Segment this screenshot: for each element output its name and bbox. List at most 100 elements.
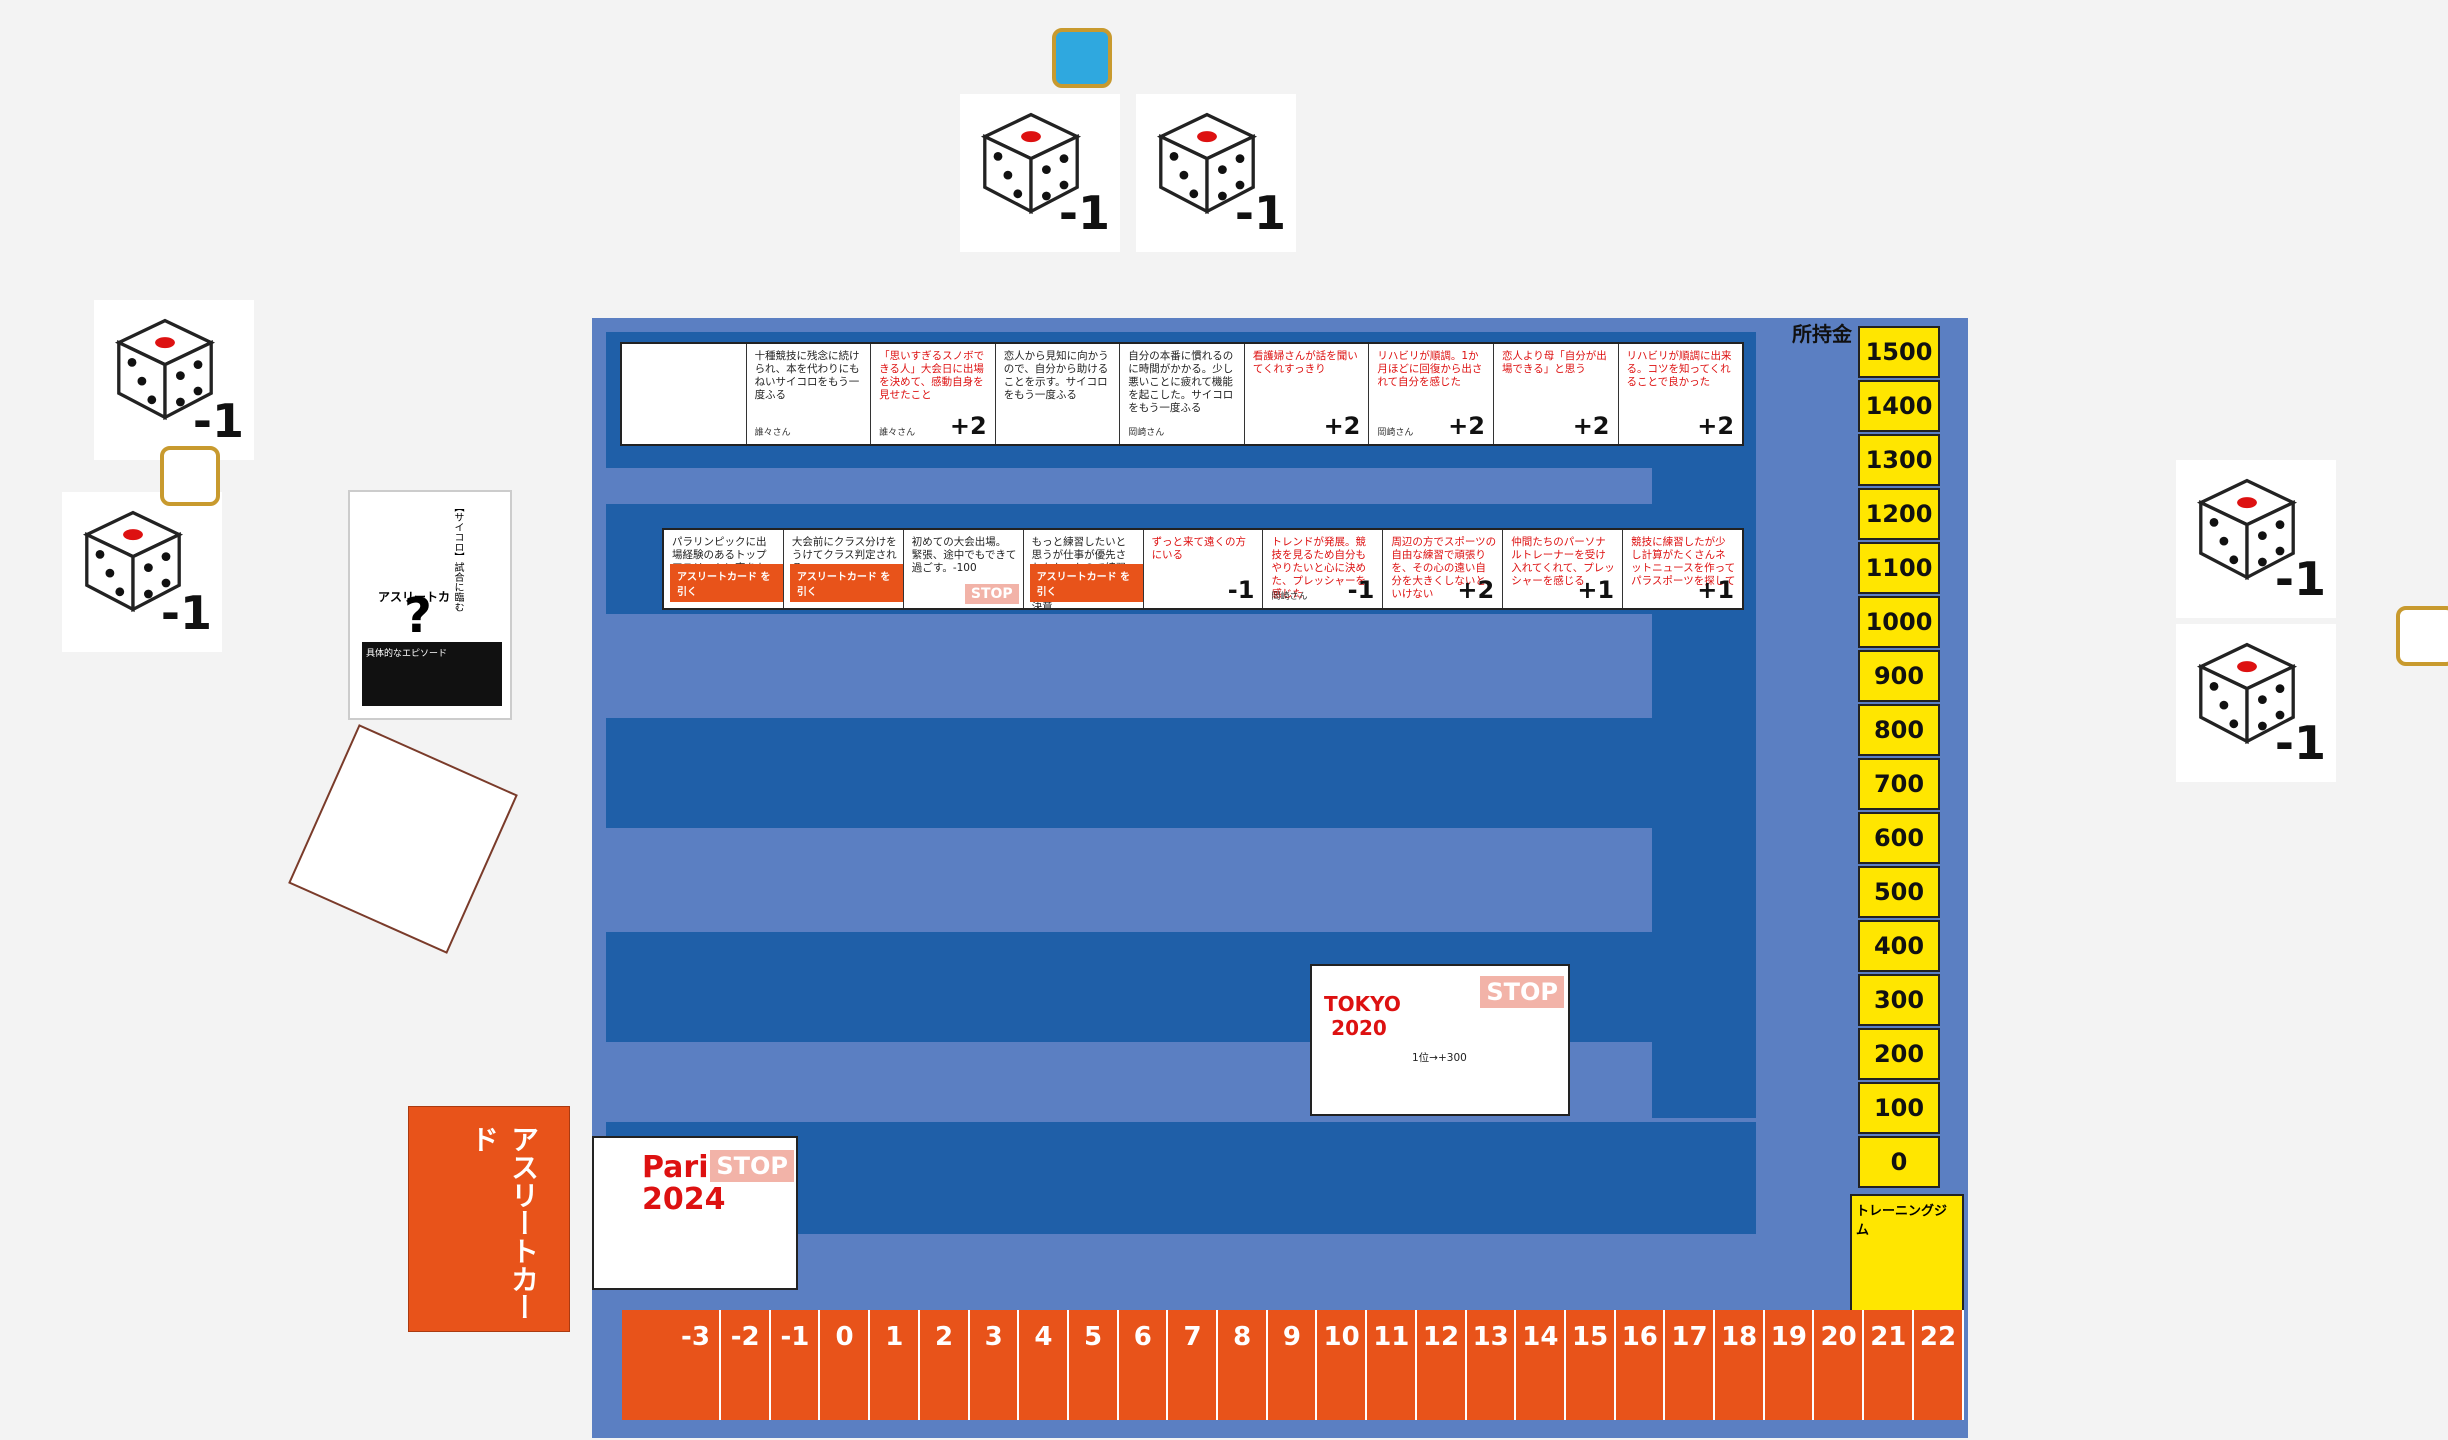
athlete-card-episode: 具体的なエピソード — [362, 642, 502, 706]
athlete-card-question: ? — [404, 588, 432, 644]
track-cell[interactable]: 5 — [1069, 1310, 1119, 1420]
track-cell[interactable]: 9 — [1268, 1310, 1318, 1420]
board-space[interactable]: リハビリが順調。1か月ほどに回復から出されて自分を感じた 岡崎さん +2 — [1369, 344, 1494, 444]
board-space[interactable]: 初めての大会出場。緊張、途中でもできて過ごす。-100 STOP — [904, 530, 1024, 608]
die-icon — [82, 510, 184, 613]
die-icon — [2196, 642, 2298, 745]
track-cell[interactable]: 6 — [1119, 1310, 1169, 1420]
die-card[interactable]: -1 — [1136, 94, 1296, 252]
track-cell[interactable]: 4 — [1019, 1310, 1069, 1420]
die-minus-label: -1 — [192, 394, 244, 448]
stop-badge: STOP — [710, 1150, 794, 1182]
track-cell[interactable]: 15 — [1566, 1310, 1616, 1420]
athlete-card-text: 【サイコロ】試合に臨む — [452, 502, 463, 612]
die-minus-label: -1 — [1058, 186, 1110, 240]
money-value[interactable]: 300 — [1858, 974, 1940, 1026]
stop-badge: STOP — [964, 584, 1019, 604]
die-card[interactable]: -1 — [2176, 624, 2336, 782]
money-value[interactable]: 200 — [1858, 1028, 1940, 1080]
board-space[interactable]: 仲間たちのパーソナルトレーナーを受け入れてくれて、プレッシャーを感じる +1 — [1503, 530, 1624, 608]
board-space[interactable]: リハビリが順調に出来る。コツを知ってくれることで良かった +2 — [1626, 350, 1735, 440]
player-token[interactable] — [2396, 606, 2448, 666]
track-cell[interactable]: 7 — [1169, 1310, 1218, 1420]
board-space[interactable]: 自分の本番に慣れるのに時間がかかる。少し悪いことに疲れて機能を起こした。サイコロ… — [1120, 344, 1245, 444]
board-space[interactable]: パラリンピックに出場経験のあるトップアスリートに声をかけられたアスリートカード … — [664, 530, 784, 608]
track-cell[interactable]: 1 — [870, 1310, 920, 1420]
athlete-card[interactable]: アスリートカ ? 具体的なエピソード 【サイコロ】試合に臨む — [348, 490, 512, 720]
money-value[interactable]: 800 — [1858, 704, 1940, 756]
player-token[interactable] — [1052, 28, 1112, 88]
board-space[interactable]: もっと練習したいと思うが仕事が優先されなかったので練習を見つけるための大会に参加… — [1024, 530, 1144, 608]
track-cell[interactable]: 22 — [1914, 1310, 1964, 1420]
board-space[interactable]: 看護婦さんが話を聞いてくれすっきり +2 — [1245, 344, 1370, 444]
track-cell[interactable]: -3 — [672, 1310, 721, 1420]
die-minus-label: -1 — [160, 586, 212, 640]
die-minus-label: -1 — [1234, 186, 1286, 240]
player-token[interactable] — [160, 446, 220, 506]
board-space[interactable]: ずっと来て遠くの方にいる -1 — [1144, 530, 1264, 608]
paris-goal-space[interactable]: Paris 2024 STOP — [592, 1136, 798, 1290]
money-value[interactable]: 400 — [1858, 920, 1940, 972]
track-cell[interactable]: 17 — [1666, 1310, 1715, 1420]
track-cell[interactable]: -2 — [721, 1310, 771, 1420]
money-value[interactable]: 700 — [1858, 758, 1940, 810]
board-space[interactable]: 十種競技に残念に続けられ、本を代わりにもねいサイコロをもう一度ふる 誰々さん — [747, 344, 872, 444]
gym-title: トレーニングジム — [1856, 1204, 1948, 1238]
draw-athlete-card-button[interactable]: アスリートカード を引く — [670, 564, 783, 602]
athlete-deck[interactable]: アスリートカード — [408, 1106, 570, 1332]
board-space[interactable]: 周辺の方でスポーツの自由な練習で頑張りを、その心の遠い自分を大きくしないといけな… — [1383, 530, 1504, 608]
track-cell[interactable]: 20 — [1815, 1310, 1865, 1420]
die-icon — [1156, 112, 1258, 215]
track-cell[interactable]: 16 — [1616, 1310, 1666, 1420]
athlete-deck-label: アスリートカード — [467, 1125, 540, 1321]
money-header: 所持金 — [1792, 322, 1852, 346]
track-cell[interactable]: 11 — [1367, 1310, 1417, 1420]
track-cell[interactable]: 10 — [1318, 1310, 1368, 1420]
money-value[interactable]: 0 — [1858, 1136, 1940, 1188]
track-cell[interactable]: 13 — [1467, 1310, 1517, 1420]
track-cell[interactable]: 18 — [1715, 1310, 1765, 1420]
tokyo-logo: TOKYO 2020 — [1324, 992, 1401, 1040]
track-cell[interactable]: 2 — [920, 1310, 970, 1420]
money-value[interactable]: 1200 — [1858, 488, 1940, 540]
money-value[interactable]: 1400 — [1858, 380, 1940, 432]
board-space[interactable]: 恋人から見知に向かうので、自分から助けることを示す。サイコロをもう一度ふる — [996, 344, 1121, 444]
die-card[interactable]: -1 — [62, 492, 222, 652]
money-value[interactable]: 1100 — [1858, 542, 1940, 594]
die-icon — [2196, 478, 2298, 581]
track-cell[interactable]: -1 — [771, 1310, 821, 1420]
board-space[interactable]: 「思いすぎるスノボできる人」大会日に出場を決めて、感動自身を見せたこと 誰々さん +… — [871, 344, 996, 444]
die-minus-label: -1 — [2274, 716, 2326, 770]
die-card[interactable]: -1 — [94, 300, 254, 460]
money-value[interactable]: 600 — [1858, 812, 1940, 864]
money-value[interactable]: 1500 — [1858, 326, 1940, 378]
gym-space[interactable]: トレーニングジム — [1850, 1194, 1964, 1330]
draw-athlete-card-button[interactable]: アスリートカード を引く — [789, 564, 903, 602]
money-value[interactable]: 100 — [1858, 1082, 1940, 1134]
game-board: 十種競技に残念に続けられ、本を代わりにもねいサイコロをもう一度ふる 誰々さん 「思… — [592, 318, 1968, 1438]
board-space[interactable]: 恋人より母「自分が出場できる」と思う +2 — [1494, 344, 1619, 444]
track-cell[interactable]: 14 — [1516, 1310, 1566, 1420]
die-card[interactable]: -1 — [2176, 460, 2336, 618]
money-value[interactable]: 500 — [1858, 866, 1940, 918]
rolled-die-card[interactable] — [288, 724, 518, 954]
track-cell[interactable]: 8 — [1218, 1310, 1268, 1420]
track-cell[interactable]: 19 — [1765, 1310, 1815, 1420]
money-value[interactable]: 1300 — [1858, 434, 1940, 486]
board-space[interactable]: トレンドが発展。競技を見るため自分もやりたいと心に決めた、プレッシャーを感じた岡… — [1263, 530, 1384, 608]
die-minus-label: -1 — [2274, 552, 2326, 606]
tokyo-center-space[interactable]: TOKYO 2020 STOP 1位→+300 — [1310, 964, 1570, 1116]
track-cell[interactable]: 3 — [970, 1310, 1020, 1420]
board-space[interactable]: 大会前にクラス分けをうけてクラス判定されるアスリートカード を引く — [784, 530, 904, 608]
money-value[interactable]: 900 — [1858, 650, 1940, 702]
track-cell[interactable]: 12 — [1417, 1310, 1467, 1420]
track-cell[interactable]: 21 — [1864, 1310, 1914, 1420]
die-icon — [980, 112, 1082, 215]
draw-athlete-card-button[interactable]: アスリートカード を引く — [1029, 564, 1143, 602]
board-space[interactable] — [622, 344, 747, 444]
board-space[interactable]: 競技に練習したが少し計算がたくさんネットニュースを作ってパラスポーツを探して +1 — [1631, 536, 1736, 604]
money-value[interactable]: 1000 — [1858, 596, 1940, 648]
stop-badge: STOP — [1480, 976, 1564, 1008]
die-card[interactable]: -1 — [960, 94, 1120, 252]
track-cell[interactable]: 0 — [821, 1310, 871, 1420]
